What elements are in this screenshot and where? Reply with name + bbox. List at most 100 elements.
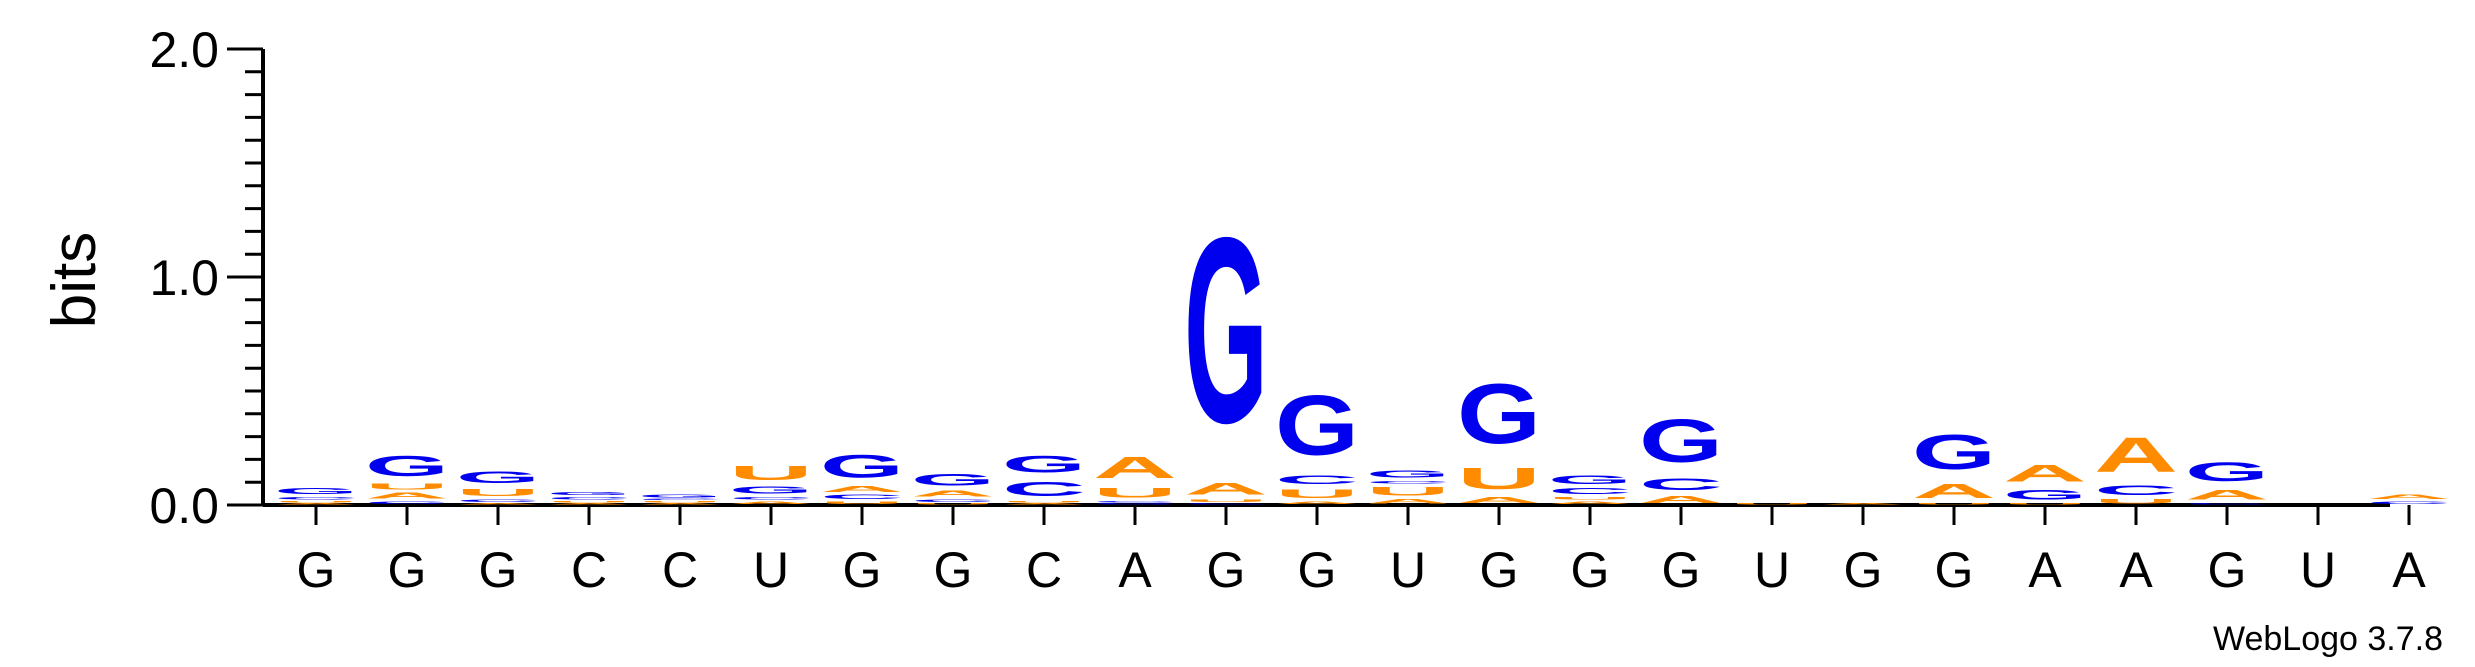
logo-letter-c: C bbox=[820, 494, 904, 501]
logo-letter-c: C bbox=[2367, 500, 2451, 505]
logo-letter-a: A bbox=[1912, 480, 1996, 503]
logo-letter-u: U bbox=[638, 500, 722, 502]
logo-letter-c: C bbox=[456, 498, 540, 503]
x-tick-label: G bbox=[1207, 542, 1246, 598]
x-tick-label: G bbox=[297, 542, 336, 598]
logo-letter-c: C bbox=[1366, 480, 1450, 485]
letter-stacks: AUCGCAUGACUGAUCGAUCGACGUUCAGUCAGAUCGGCUA… bbox=[274, 182, 2451, 505]
logo-letter-a: A bbox=[456, 503, 540, 505]
logo-letter-g: G bbox=[729, 485, 813, 496]
x-tick-label: A bbox=[1118, 542, 1152, 598]
logo-letter-u: U bbox=[1275, 487, 1359, 501]
logo-letter-g: G bbox=[1002, 450, 1086, 477]
logo-letter-g: G bbox=[911, 471, 995, 489]
x-tick-label: G bbox=[1480, 542, 1519, 598]
logo-letter-g: G bbox=[638, 494, 722, 499]
logo-letter-u: U bbox=[365, 482, 449, 491]
logo-letter-c: C bbox=[911, 498, 995, 503]
logo-letter-c: C bbox=[1548, 487, 1632, 496]
logo-letter-a: A bbox=[1366, 498, 1450, 505]
logo-letter-c: C bbox=[365, 500, 449, 505]
logo-letter-c: C bbox=[1002, 477, 1086, 500]
logo-letter-u: U bbox=[1912, 503, 1996, 505]
y-axis-title: bits bbox=[40, 232, 109, 328]
x-tick-label: G bbox=[388, 542, 427, 598]
logo-letter-g: G bbox=[2185, 457, 2269, 487]
logo-letter-u: U bbox=[1002, 500, 1086, 502]
logo-letter-u: U bbox=[2003, 503, 2087, 505]
y-ticks: 0.0 1.0 2.0 bbox=[149, 22, 263, 534]
logo-letter-c: C bbox=[729, 496, 813, 501]
logo-letter-g: G bbox=[1366, 469, 1450, 480]
logo-letter-a: A bbox=[1639, 494, 1723, 505]
logo-letter-a: A bbox=[729, 500, 813, 505]
y-tick-label: 2.0 bbox=[149, 22, 219, 78]
logo-letter-u: U bbox=[1730, 503, 1814, 505]
weblogo-credit: WebLogo 3.7.8 bbox=[2213, 620, 2443, 658]
logo-letter-a: A bbox=[365, 491, 449, 500]
logo-letter-a: A bbox=[1457, 496, 1541, 505]
logo-letter-g: G bbox=[1548, 473, 1632, 487]
x-tick-label: C bbox=[1026, 542, 1062, 598]
logo-letter-c: C bbox=[2094, 482, 2178, 498]
x-tick-label: G bbox=[934, 542, 973, 598]
logo-letter-u: U bbox=[729, 461, 813, 484]
x-tick-label: G bbox=[1298, 542, 1337, 598]
logo-letter-g: G bbox=[1093, 503, 1177, 505]
logo-letter-g: G bbox=[2003, 487, 2087, 503]
logo-letter-u: U bbox=[820, 500, 904, 505]
x-tick-label: A bbox=[2028, 542, 2062, 598]
logo-letter-c: C bbox=[1275, 473, 1359, 487]
logo-letter-a: A bbox=[1275, 500, 1359, 505]
logo-letter-c: C bbox=[1093, 500, 1177, 502]
logo-letter-g: G bbox=[1184, 182, 1268, 478]
logo-letter-u: U bbox=[1548, 496, 1632, 501]
logo-letter-u: U bbox=[1093, 484, 1177, 500]
logo-letter-a: A bbox=[547, 503, 631, 505]
x-tick-label: G bbox=[1844, 542, 1883, 598]
logo-letter-a: A bbox=[1821, 503, 1905, 505]
logo-letter-a: A bbox=[1548, 500, 1632, 505]
logo-letter-c: C bbox=[547, 496, 631, 501]
y-tick-label: 0.0 bbox=[149, 478, 219, 534]
x-tick-label: G bbox=[1662, 542, 1701, 598]
logo-letter-c: C bbox=[1184, 503, 1268, 505]
x-tick-label: A bbox=[2392, 542, 2426, 598]
logo-letter-u: U bbox=[2094, 498, 2178, 505]
logo-letter-a: A bbox=[638, 503, 722, 505]
logo-letter-g: G bbox=[1457, 366, 1541, 462]
x-tick-label: G bbox=[843, 542, 882, 598]
logo-letter-a: A bbox=[2367, 494, 2451, 501]
x-tick-label: U bbox=[1390, 542, 1426, 598]
logo-letter-u: U bbox=[1184, 498, 1268, 503]
logo-letter-g: G bbox=[820, 448, 904, 484]
logo-letter-c: C bbox=[274, 496, 358, 501]
logo-letter-a: A bbox=[1093, 450, 1177, 484]
logo-letter-u: U bbox=[1457, 462, 1541, 496]
x-tick-label: G bbox=[1571, 542, 1610, 598]
logo-letter-g: G bbox=[1639, 407, 1723, 475]
logo-letter-c: C bbox=[2185, 503, 2269, 505]
logo-letter-a: A bbox=[1184, 480, 1268, 498]
logo-letter-a: A bbox=[911, 489, 995, 498]
x-tick-label: A bbox=[2119, 542, 2153, 598]
logo-letter-u: U bbox=[911, 503, 995, 505]
logo-letter-c: C bbox=[1639, 475, 1723, 493]
x-tick-label: U bbox=[753, 542, 789, 598]
logo-letter-g: G bbox=[547, 491, 631, 496]
x-tick-label: G bbox=[479, 542, 518, 598]
logo-letter-g: G bbox=[456, 469, 540, 487]
x-tick-label: G bbox=[1935, 542, 1974, 598]
logo-letter-a: A bbox=[274, 503, 358, 505]
logo-letter-a: A bbox=[1002, 503, 1086, 505]
logo-letter-a: A bbox=[2094, 427, 2178, 482]
logo-letter-g: G bbox=[274, 487, 358, 496]
logo-letter-a: A bbox=[2185, 487, 2269, 503]
logo-letter-u: U bbox=[1366, 484, 1450, 498]
logo-letter-u: U bbox=[456, 487, 540, 498]
x-tick-label: G bbox=[2208, 542, 2247, 598]
logo-letter-u: U bbox=[274, 500, 358, 502]
logo-letter-g: G bbox=[1912, 425, 1996, 480]
